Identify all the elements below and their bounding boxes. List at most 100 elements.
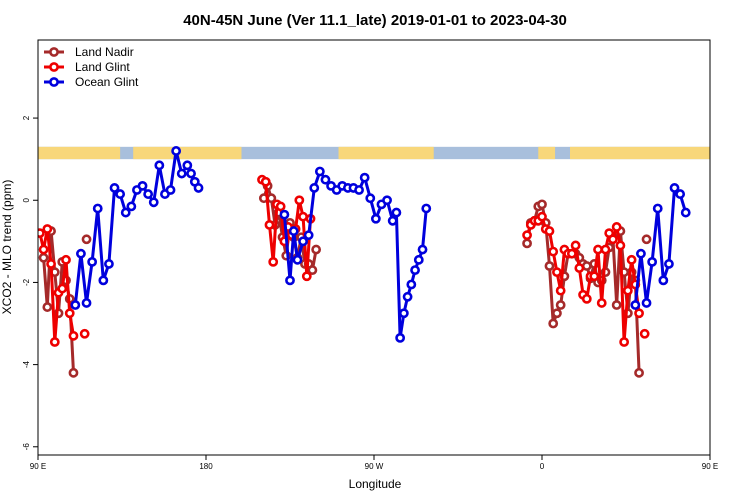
ocean-glint-point — [193, 183, 204, 193]
land-nadir-point — [38, 252, 49, 263]
ocean-glint-point — [395, 332, 406, 343]
land-glint-point — [275, 201, 286, 212]
land-nadir-point — [307, 265, 318, 275]
ocean-glint-point — [186, 168, 196, 179]
ocean-glint-point — [398, 308, 409, 319]
land-nadir-point — [548, 318, 559, 329]
land-nadir-point — [611, 300, 622, 310]
ocean-glint-point — [137, 180, 148, 191]
ocean-glint-point — [354, 185, 364, 195]
ocean-glint-point — [410, 265, 420, 275]
land-glint-point — [600, 244, 611, 255]
land-glint-point — [555, 285, 566, 296]
ocean-glint-point — [92, 203, 103, 214]
ocean-glint-point — [391, 207, 402, 218]
land-strip — [338, 146, 434, 160]
ocean-glint-point — [309, 183, 320, 193]
ocean-glint-point — [171, 146, 182, 156]
ocean-glint-point — [402, 291, 413, 302]
land-nadir-point — [311, 244, 322, 255]
land-glint-point — [42, 224, 53, 234]
ocean-glint-point — [417, 244, 428, 255]
ocean-glint-point — [81, 298, 92, 308]
ocean-glint-point — [148, 197, 159, 208]
ocean-glint-point — [154, 160, 165, 171]
land-glint-point — [64, 308, 75, 319]
ocean-glint-point — [413, 254, 424, 265]
land-glint-point — [79, 328, 90, 339]
ocean-glint-point — [365, 193, 376, 204]
land-glint-point — [68, 330, 79, 341]
ocean-glint-point — [359, 172, 370, 183]
ocean-glint-point — [104, 259, 114, 269]
ocean-glint-point — [652, 203, 663, 214]
land-glint-point — [639, 328, 650, 339]
ocean-glint-point — [314, 166, 325, 177]
y-axis-label: XCO2 - MLO trend (ppm) — [0, 180, 14, 315]
land-nadir-point — [544, 261, 555, 271]
land-glint-point — [619, 337, 630, 347]
y-tick-label: 0 — [22, 197, 31, 202]
land-glint-point — [608, 234, 618, 245]
land-glint-point — [634, 308, 644, 319]
land-glint-point — [548, 246, 559, 257]
land-glint-point — [264, 220, 275, 230]
land-glint-point — [38, 244, 49, 255]
ocean-glint-point — [421, 203, 432, 214]
land-nadir-point — [68, 367, 79, 378]
ocean-glint-point — [292, 254, 303, 265]
land-nadir-point — [522, 238, 532, 249]
land-glint-point — [596, 298, 607, 308]
ocean-glint-point — [165, 185, 176, 195]
land-glint-point — [544, 226, 555, 236]
land-glint-point — [268, 256, 279, 267]
ocean-glint-point — [298, 236, 308, 247]
land-glint-point — [260, 176, 271, 187]
ocean-glint-point — [630, 300, 641, 310]
x-tick-label: 90 E — [30, 462, 46, 471]
ocean-glint-point — [98, 275, 109, 286]
y-tick-label: -6 — [22, 443, 31, 451]
plot-area — [37, 39, 711, 456]
ocean-glint-point — [675, 189, 686, 199]
legend-label-land-nadir: Land Nadir — [75, 45, 134, 59]
land-glint-line — [38, 227, 75, 344]
y-tick-label: -4 — [22, 361, 31, 369]
ocean-glint-point — [387, 215, 398, 226]
land-glint-point — [593, 244, 603, 255]
ocean-glint-point — [76, 248, 86, 259]
ocean-glint-point — [109, 183, 120, 193]
land-glint-point — [522, 230, 532, 241]
land-glint-point — [552, 267, 562, 278]
land-glint-point — [49, 337, 60, 347]
land-nadir-point — [555, 300, 566, 310]
ocean-glint-point — [87, 256, 98, 267]
land-glint-point — [301, 271, 312, 282]
x-tick-label: 180 — [199, 462, 213, 471]
land-glint-point — [294, 195, 305, 206]
land-glint-point — [57, 283, 68, 294]
chart-title: 40N-45N June (Ver 11.1_late) 2019-01-01 … — [183, 12, 567, 29]
ocean-glint-point — [288, 226, 299, 236]
y-axis: 2 0 -2 -4 -6 — [22, 115, 38, 450]
land-glint-point — [611, 222, 622, 232]
land-glint-point — [537, 211, 547, 222]
land-glint-point — [622, 285, 633, 296]
land-strip — [133, 146, 242, 160]
ocean-glint-point — [182, 160, 193, 171]
x-tick-label: 90 W — [365, 462, 384, 471]
land-nadir-point — [42, 302, 53, 312]
ocean-glint-point — [636, 248, 646, 259]
ocean-glint-point — [664, 259, 674, 269]
series-group — [38, 146, 691, 378]
y-tick-label: 2 — [22, 115, 31, 120]
land-strip — [38, 146, 121, 160]
land-glint-point — [38, 228, 45, 239]
land-glint-point — [615, 240, 626, 251]
land-nadir-point — [634, 367, 644, 378]
land-glint-point — [46, 259, 56, 269]
land-nadir-point — [641, 234, 652, 245]
ocean-glint-point — [303, 230, 314, 241]
land-glint-point — [626, 254, 637, 265]
ocean-glint-point — [658, 275, 669, 286]
